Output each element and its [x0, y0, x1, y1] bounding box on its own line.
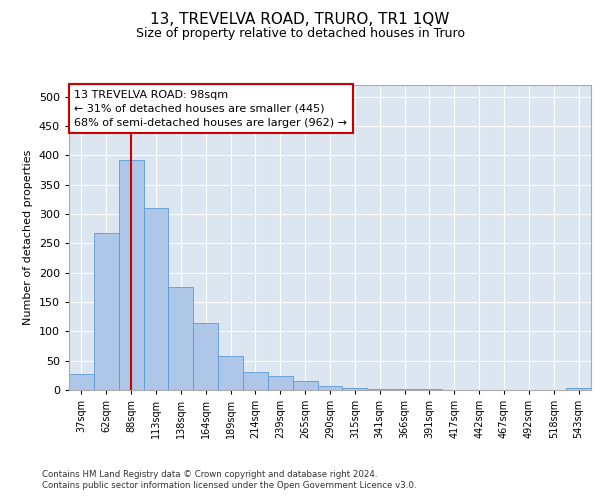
Bar: [566, 388, 591, 390]
Bar: [243, 372, 268, 390]
Bar: [343, 388, 367, 390]
Bar: [94, 234, 119, 390]
Bar: [268, 376, 293, 390]
Bar: [293, 381, 317, 390]
Bar: [317, 386, 343, 390]
Bar: [119, 160, 143, 390]
Bar: [69, 374, 94, 390]
Y-axis label: Number of detached properties: Number of detached properties: [23, 150, 33, 325]
Bar: [218, 356, 243, 390]
Bar: [169, 287, 193, 390]
Text: 13 TREVELVA ROAD: 98sqm
← 31% of detached houses are smaller (445)
68% of semi-d: 13 TREVELVA ROAD: 98sqm ← 31% of detache…: [74, 90, 347, 128]
Text: Contains public sector information licensed under the Open Government Licence v3: Contains public sector information licen…: [42, 481, 416, 490]
Bar: [193, 323, 218, 390]
Bar: [143, 208, 169, 390]
Text: Size of property relative to detached houses in Truro: Size of property relative to detached ho…: [136, 28, 464, 40]
Text: Contains HM Land Registry data © Crown copyright and database right 2024.: Contains HM Land Registry data © Crown c…: [42, 470, 377, 479]
Text: 13, TREVELVA ROAD, TRURO, TR1 1QW: 13, TREVELVA ROAD, TRURO, TR1 1QW: [151, 12, 449, 28]
